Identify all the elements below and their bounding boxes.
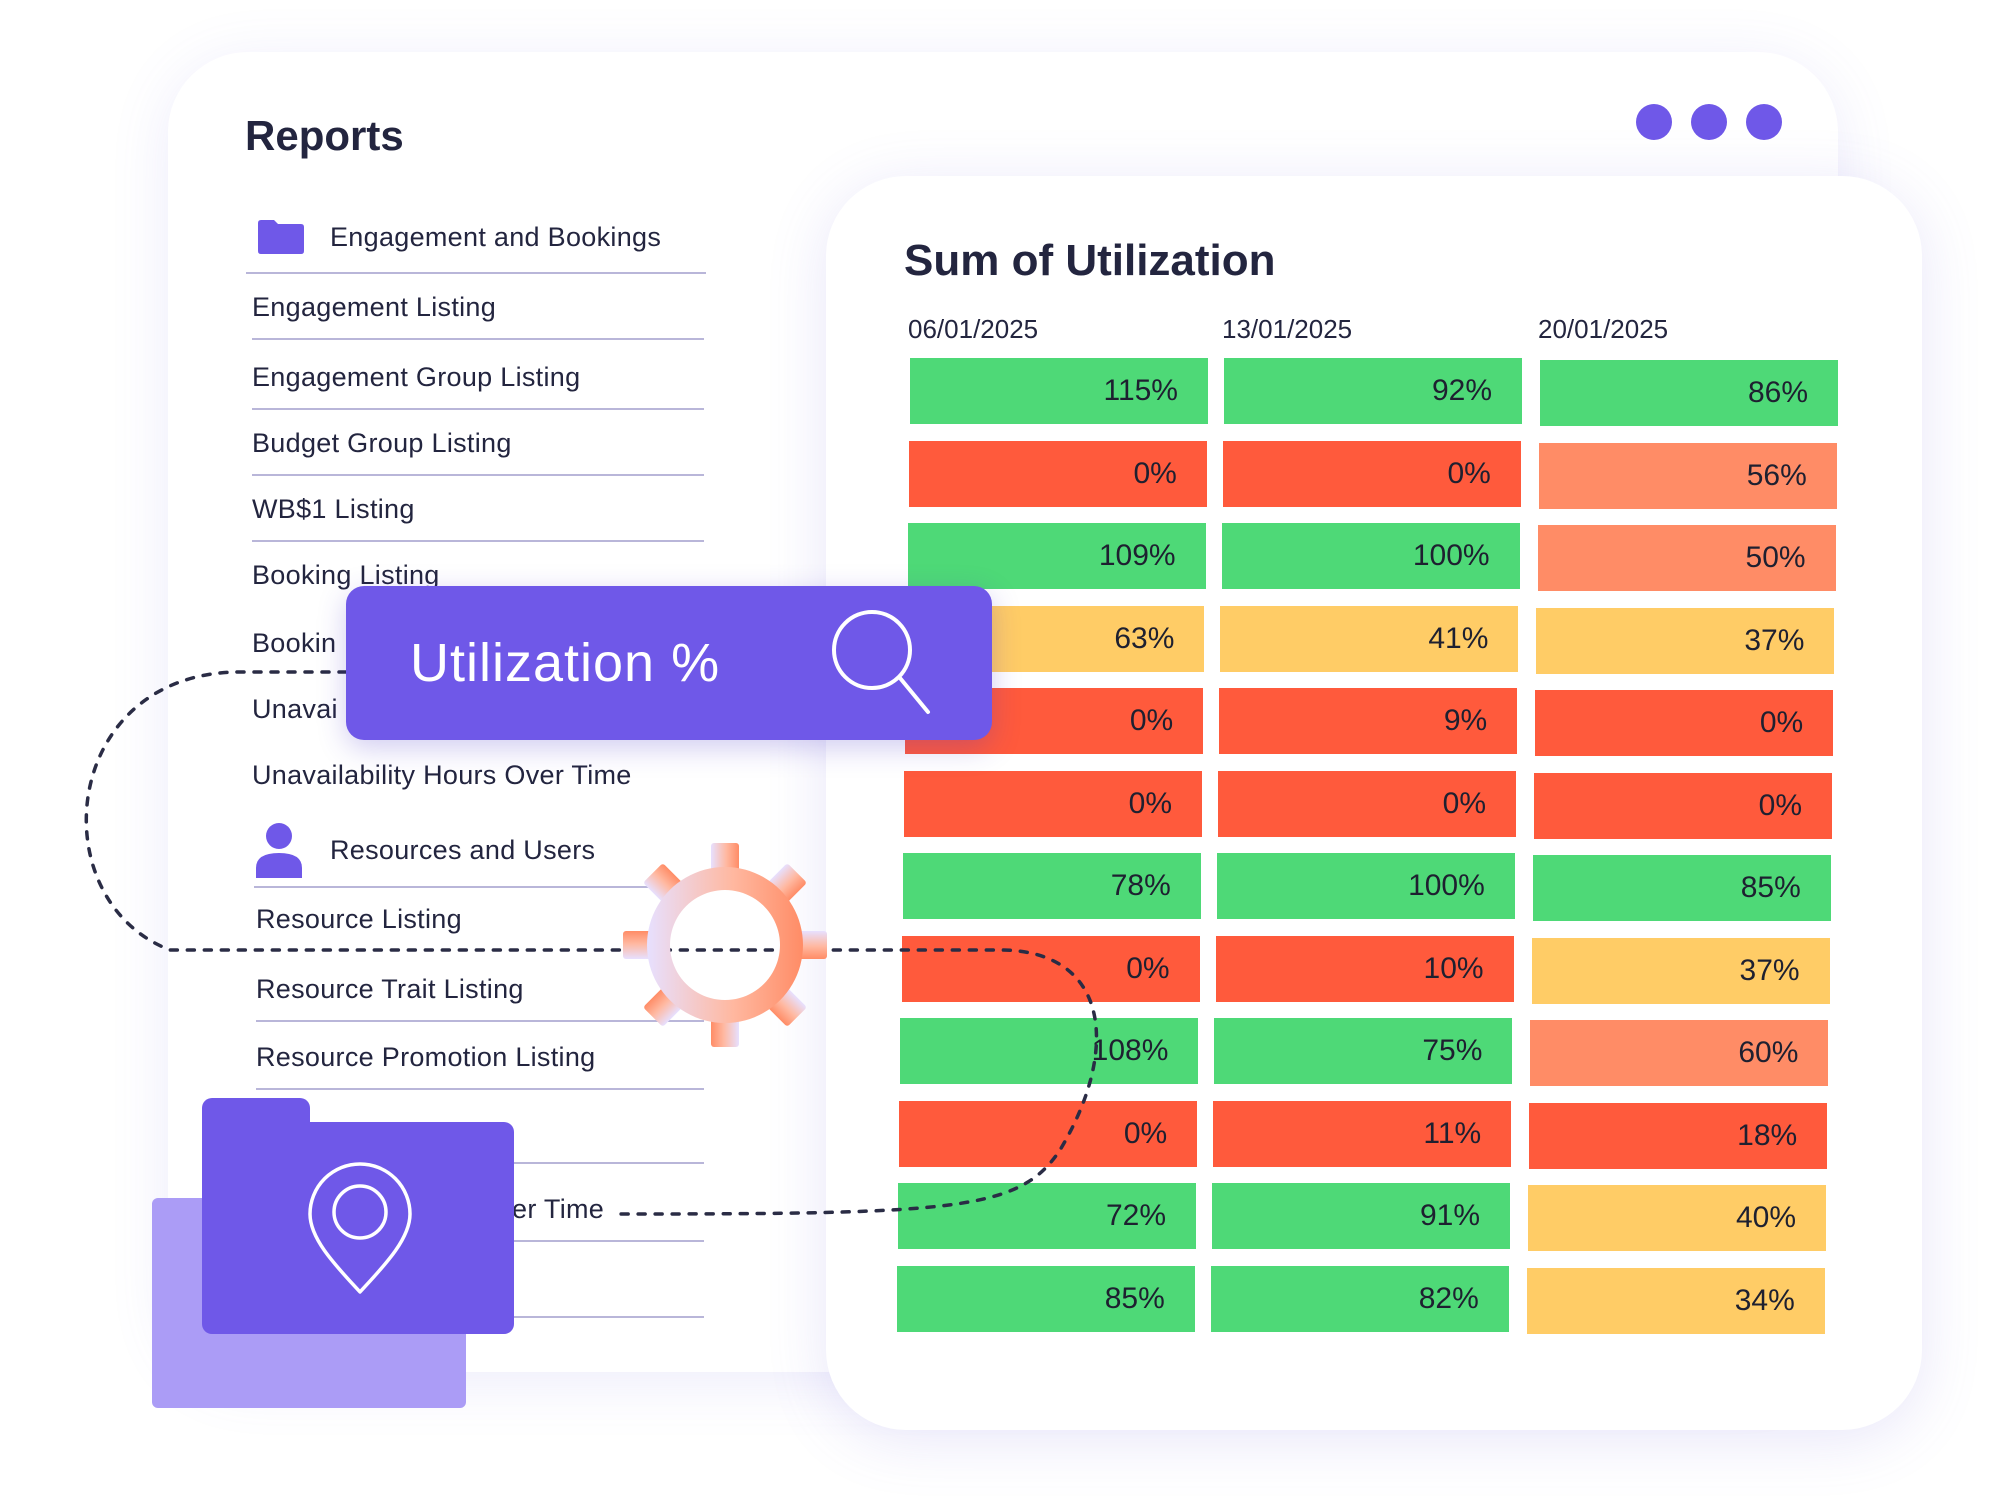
divider xyxy=(256,1088,704,1090)
utilization-cell[interactable]: 85% xyxy=(896,1265,1195,1332)
report-item-unavailability-hours-over-time[interactable]: Unavailability Hours Over Time xyxy=(252,760,632,790)
utilization-cell[interactable]: 56% xyxy=(1538,442,1837,509)
section-label: Resources and Users xyxy=(330,834,596,865)
utilization-cell[interactable]: 50% xyxy=(1537,525,1836,591)
utilization-cell[interactable]: 72% xyxy=(898,1183,1196,1249)
report-item-resource-listing[interactable]: Resource Listing xyxy=(256,904,462,934)
utilization-cell[interactable]: 0% xyxy=(904,770,1202,837)
utilization-cell[interactable]: 78% xyxy=(902,853,1201,919)
column-date: 06/01/2025 xyxy=(908,314,1039,344)
utilization-cell[interactable]: 0% xyxy=(1222,440,1521,507)
divider xyxy=(252,474,704,476)
utilization-cell[interactable]: 109% xyxy=(907,523,1206,589)
window-controls xyxy=(1636,104,1782,140)
column-date: 20/01/2025 xyxy=(1538,314,1669,344)
utilization-cell[interactable]: 91% xyxy=(1212,1183,1510,1249)
window-dot[interactable] xyxy=(1746,104,1782,140)
utilization-cell[interactable]: 100% xyxy=(1216,853,1515,919)
column-date: 13/01/2025 xyxy=(1222,314,1353,344)
utilization-title: Sum of Utilization xyxy=(904,236,1276,285)
report-item-resource-trait-listing[interactable]: Resource Trait Listing xyxy=(256,974,524,1004)
window-dot[interactable] xyxy=(1636,104,1672,140)
utilization-cell[interactable]: 108% xyxy=(900,1018,1199,1084)
divider xyxy=(252,338,704,340)
search-query: Utilization % xyxy=(410,633,721,693)
report-item-booking-listing[interactable]: Booking Listing xyxy=(252,560,440,590)
search-box[interactable]: Utilization % xyxy=(346,586,992,740)
utilization-cell[interactable]: 0% xyxy=(901,935,1200,1002)
report-item-engagement-listing[interactable]: Engagement Listing xyxy=(252,292,497,322)
utilization-cell[interactable]: 86% xyxy=(1540,360,1838,426)
utilization-cell[interactable]: 85% xyxy=(1532,855,1831,921)
utilization-cell[interactable]: 0% xyxy=(1535,690,1834,756)
utilization-cell[interactable]: 37% xyxy=(1531,937,1830,1004)
utilization-cell[interactable]: 75% xyxy=(1214,1018,1513,1084)
report-item-engagement-group-listing[interactable]: Engagement Group Listing xyxy=(252,362,581,392)
utilization-cell[interactable]: 0% xyxy=(1534,772,1832,839)
divider xyxy=(252,408,704,410)
report-item-wbs-listing[interactable]: WB$1 Listing xyxy=(252,494,415,524)
folder-icon xyxy=(202,1122,514,1334)
utilization-cell[interactable]: 11% xyxy=(1213,1100,1512,1167)
utilization-cell[interactable]: 9% xyxy=(1219,688,1518,754)
utilization-cell[interactable]: 0% xyxy=(1218,770,1516,837)
search-icon[interactable] xyxy=(828,606,932,716)
report-item-booking-partial[interactable]: Bookin xyxy=(252,628,337,658)
utilization-cell[interactable]: 0% xyxy=(899,1100,1198,1167)
location-pin-icon xyxy=(308,1162,412,1294)
divider xyxy=(252,540,704,542)
reports-title: Reports xyxy=(245,112,404,159)
section-label: Engagement and Bookings xyxy=(330,221,662,252)
folder-icon xyxy=(258,220,304,254)
utilization-cell[interactable]: 34% xyxy=(1526,1267,1825,1334)
report-item-budget-group-listing[interactable]: Budget Group Listing xyxy=(252,428,512,458)
report-item-unavailability-partial[interactable]: Unavai xyxy=(252,694,338,724)
utilization-cell[interactable]: 82% xyxy=(1210,1265,1509,1332)
section-engagement-bookings[interactable]: Engagement and Bookings xyxy=(258,220,661,254)
report-item-resource-promotion-listing[interactable]: Resource Promotion Listing xyxy=(256,1042,596,1072)
section-resources-users[interactable]: Resources and Users xyxy=(256,822,595,878)
utilization-cell[interactable]: 37% xyxy=(1536,607,1835,674)
utilization-cell[interactable]: 0% xyxy=(908,440,1207,507)
user-icon xyxy=(256,823,302,878)
divider xyxy=(246,272,706,274)
utilization-cell[interactable]: 41% xyxy=(1220,605,1519,672)
utilization-cell[interactable]: 60% xyxy=(1530,1020,1829,1086)
utilization-cell[interactable]: 40% xyxy=(1528,1185,1826,1251)
utilization-cell[interactable]: 10% xyxy=(1215,935,1514,1002)
utilization-cell[interactable]: 115% xyxy=(910,358,1208,424)
utilization-cell[interactable]: 18% xyxy=(1529,1102,1828,1169)
report-item-over-time-partial[interactable]: er Time xyxy=(512,1194,605,1224)
utilization-cell[interactable]: 92% xyxy=(1224,358,1522,424)
utilization-cell[interactable]: 100% xyxy=(1221,523,1520,589)
gear-icon xyxy=(623,843,827,1047)
window-dot[interactable] xyxy=(1691,104,1727,140)
